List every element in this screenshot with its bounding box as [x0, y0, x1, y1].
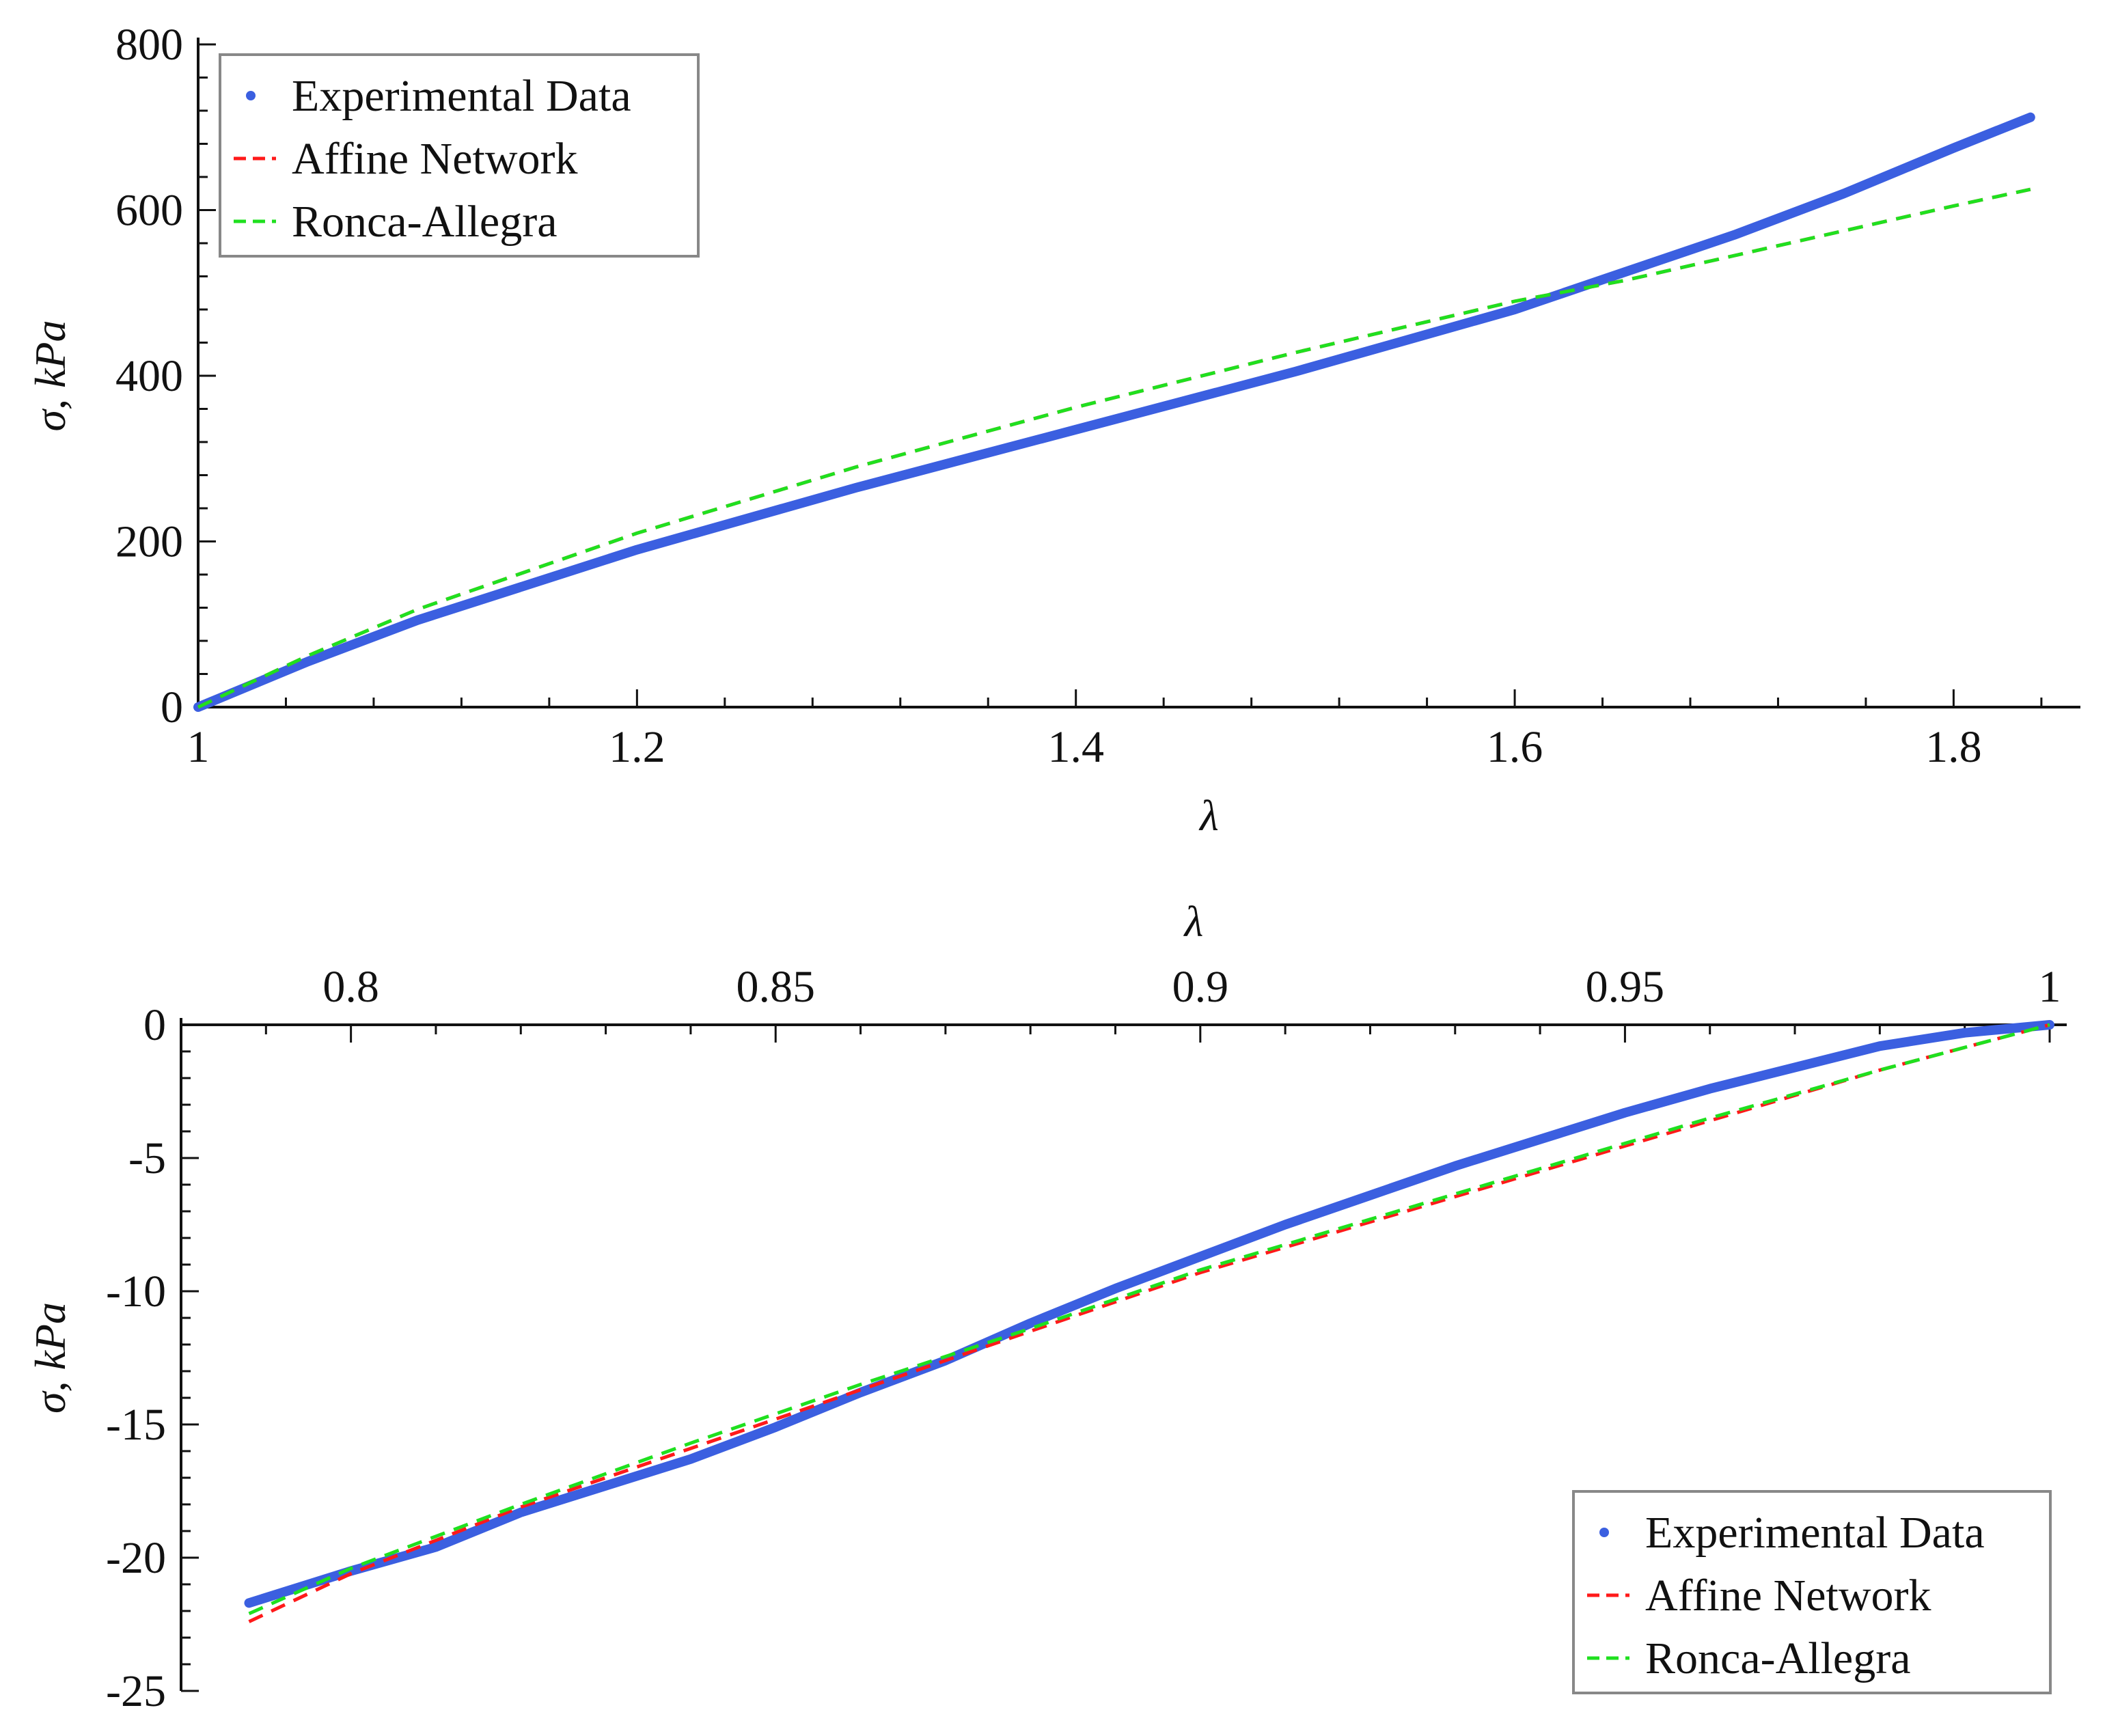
legend-label: Affine Network [292, 134, 578, 184]
legend-label: Ronca-Allegra [292, 197, 558, 247]
legend-marker [246, 91, 256, 100]
y-tick-label: -5 [128, 1133, 166, 1183]
series-line-ronca-allegra [197, 187, 2031, 709]
y-tick-label: 0 [161, 683, 183, 732]
y-axis-label: σ, kPa [26, 1302, 74, 1414]
y-tick-label: 800 [115, 20, 183, 70]
legend-label: Experimental Data [1645, 1508, 1985, 1558]
series-line-ronca-allegra [248, 1023, 2050, 1616]
y-tick-label: -20 [106, 1533, 166, 1583]
compression-chart: 0.8 0.85 0.9 0.95 1 0 -5 -10 -15 -20 -25 λ σ, kPa Exp… [26, 897, 2067, 1716]
series-line-affine-network [248, 1023, 2050, 1623]
x-tick-label: 1.6 [1487, 722, 1543, 772]
legend-marker [1599, 1528, 1609, 1537]
y-tick-label: 400 [115, 351, 183, 401]
series-line-experimental-data [244, 1020, 2054, 1608]
series-line-experimental-data [193, 112, 2035, 712]
x-tick-label: 0.8 [322, 962, 379, 1012]
x-tick-label: 0.85 [736, 962, 815, 1012]
x-tick-label: 0.95 [1586, 962, 1665, 1012]
y-axis-label: σ, kPa [26, 320, 74, 431]
x-axis-label: λ [1198, 791, 1219, 840]
y-tick-label: -15 [106, 1400, 166, 1450]
y-tick-label: 200 [115, 517, 183, 567]
x-tick-label: 0.9 [1172, 962, 1229, 1012]
legend-box [219, 53, 700, 258]
y-tick-label: 0 [143, 1000, 166, 1050]
x-tick-label: 1 [187, 722, 210, 772]
x-tick-label: 1.8 [1925, 722, 1982, 772]
legend-label: Affine Network [1645, 1571, 1931, 1621]
x-tick-label: 1.4 [1047, 722, 1104, 772]
legend-label: Ronca-Allegra [1645, 1634, 1911, 1683]
y-tick-label: 600 [115, 186, 183, 236]
legend-box [1572, 1490, 2052, 1694]
x-axis-label: λ [1183, 897, 1204, 946]
x-tick-label: 1 [2039, 962, 2061, 1012]
stretch-chart: 1 1.2 1.4 1.6 1.8 0 200 400 600 800 λ σ, kPa Experim… [26, 20, 2080, 840]
legend-label: Experimental Data [292, 71, 631, 121]
y-tick-label: -25 [106, 1666, 166, 1716]
x-tick-label: 1.2 [609, 722, 665, 772]
series-line-affine-network [197, 187, 2031, 709]
y-tick-label: -10 [106, 1267, 166, 1317]
